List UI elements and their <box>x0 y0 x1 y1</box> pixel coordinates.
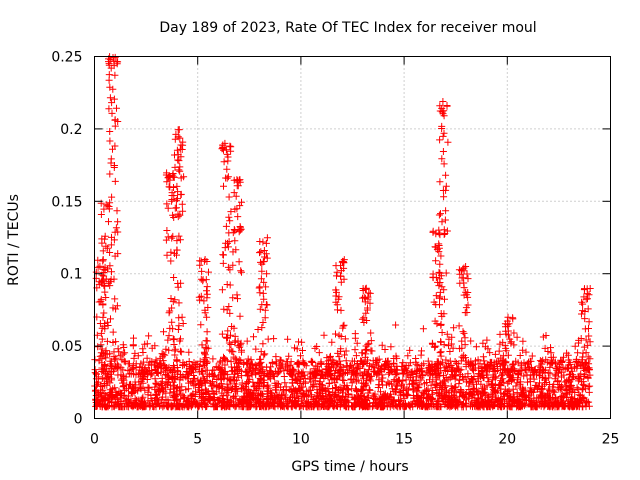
x-tick-label: 25 <box>602 432 620 448</box>
y-axis-label: ROTI / TECUs <box>6 194 22 286</box>
chart-title: Day 189 of 2023, Rate Of TEC Index for r… <box>159 20 536 36</box>
y-tick-label: 0.1 <box>60 267 82 283</box>
data-points <box>91 53 594 411</box>
y-tick-label: 0.2 <box>60 122 82 138</box>
x-tick-label: 10 <box>292 432 310 448</box>
roti-markers <box>91 53 594 411</box>
x-tick-label: 15 <box>395 432 413 448</box>
y-tick-label: 0.15 <box>51 194 82 210</box>
y-tick-label: 0.05 <box>51 339 82 355</box>
x-tick-label: 5 <box>193 432 202 448</box>
x-tick-label: 0 <box>90 432 99 448</box>
x-axis-label: GPS time / hours <box>291 459 408 475</box>
plot-frame <box>94 56 611 419</box>
x-tick-label: 20 <box>498 432 516 448</box>
y-tick-label: 0 <box>74 412 83 428</box>
grid-lines <box>94 56 611 419</box>
y-tick-label: 0.25 <box>51 50 82 66</box>
axis-ticks: 0 5 10 15 20 25 0 0.05 0.1 0.15 0.2 0.25 <box>51 50 619 448</box>
